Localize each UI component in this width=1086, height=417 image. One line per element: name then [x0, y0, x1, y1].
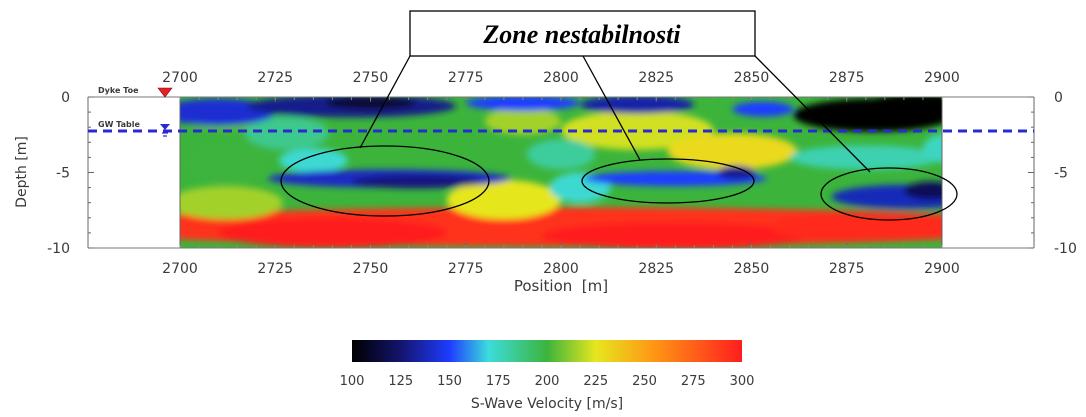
x-tick-label-top: 2900	[924, 70, 960, 86]
colorbar-tick-label: 275	[681, 374, 706, 389]
colorbar-tick-label: 225	[583, 374, 608, 389]
x-tick-label-top: 2800	[543, 70, 579, 86]
velocity-patch-14	[526, 139, 596, 170]
leader-line-1	[359, 55, 411, 149]
colorbar-tick-label: 250	[632, 374, 657, 389]
x-tick-label-bottom: 2775	[448, 261, 484, 277]
x-tick-label-bottom: 2850	[734, 261, 770, 277]
axis-ticks: 2700 2700 2725 2725 2750 2750 2775 2775 2800 2800…	[47, 70, 1077, 277]
x-tick-label-bottom: 2700	[162, 261, 198, 277]
x-tick-label-top: 2725	[257, 70, 293, 86]
colorbar-tick-label: 300	[730, 374, 755, 389]
x-tick-label-bottom: 2800	[543, 261, 579, 277]
x-tick-label-bottom: 2825	[638, 261, 674, 277]
velocity-patch-22	[732, 101, 794, 117]
y-tick-label-left: -5	[56, 166, 70, 182]
dyke-toe-marker	[157, 87, 173, 98]
instability-zone-1	[280, 145, 490, 217]
leader-line-3	[754, 55, 871, 173]
colorbar-label: S-Wave Velocity [m/s]	[471, 396, 623, 412]
velocity-patch-17	[922, 133, 942, 163]
colorbar-tick-label: 100	[340, 374, 365, 389]
y-tick-label-right: -10	[1054, 241, 1077, 257]
velocity-patch-11	[183, 145, 268, 182]
velocity-patch-16	[789, 145, 942, 170]
velocity-patch-24	[862, 97, 942, 119]
velocity-patch-13	[279, 148, 348, 173]
colorbar-tick-label: 200	[535, 374, 560, 389]
velocity-patch-31	[903, 181, 942, 200]
x-tick-label-bottom: 2725	[257, 261, 293, 277]
x-tick-label-top: 2875	[829, 70, 865, 86]
x-tick-label-bottom: 2900	[924, 261, 960, 277]
velocity-patch-9	[484, 107, 561, 135]
velocity-patch-7	[561, 110, 714, 150]
annotation-box	[409, 10, 756, 57]
velocity-patch-29	[717, 165, 756, 180]
instability-zone-2	[581, 158, 755, 204]
gw-table-label: GW Table	[98, 120, 140, 129]
colorbar-tick-label: 175	[486, 374, 511, 389]
instability-zone-3	[820, 167, 958, 221]
velocity-patch-8	[667, 133, 798, 170]
gw-table-marker	[160, 124, 170, 130]
x-tick-label-top: 2775	[448, 70, 484, 86]
x-tick-label-bottom: 2750	[353, 261, 389, 277]
x-tick-label-bottom: 2875	[829, 261, 865, 277]
annotation-text: Zone nestabilnosti	[482, 20, 681, 49]
velocity-patch-12	[244, 116, 329, 150]
colorbar-tick-label: 150	[437, 374, 462, 389]
velocity-patch-20	[465, 97, 581, 111]
velocity-patch-6	[446, 180, 561, 220]
velocity-patch-3	[541, 222, 809, 248]
y-tick-label-right: -5	[1054, 166, 1068, 182]
colorbar	[352, 340, 742, 362]
x-tick-label-top: 2825	[638, 70, 674, 86]
x-tick-label-top: 2700	[162, 70, 198, 86]
velocity-heatmap	[180, 97, 942, 248]
velocity-patch-25	[324, 97, 417, 110]
velocity-patch-4	[770, 211, 942, 242]
colorbar-ticks: 100 125 150 175 200 225 250 275 300	[340, 374, 755, 389]
y-tick-label-left: -10	[47, 241, 70, 257]
y-axis-title: Depth [m]	[14, 136, 30, 208]
dyke-toe-label: Dyke Toe	[98, 86, 139, 95]
leader-line-2	[582, 55, 641, 161]
velocity-patch-2	[218, 217, 447, 248]
colorbar-tick-label: 125	[388, 374, 413, 389]
y-tick-label-right: 0	[1054, 90, 1063, 106]
x-tick-label-top: 2850	[734, 70, 770, 86]
x-tick-label-top: 2750	[353, 70, 389, 86]
y-tick-label-left: 0	[61, 90, 70, 106]
velocity-patch-5	[180, 186, 283, 220]
velocity-patch-21	[580, 97, 695, 114]
velocity-patch-27	[351, 174, 481, 189]
x-axis-title: Position [m]	[514, 277, 608, 295]
